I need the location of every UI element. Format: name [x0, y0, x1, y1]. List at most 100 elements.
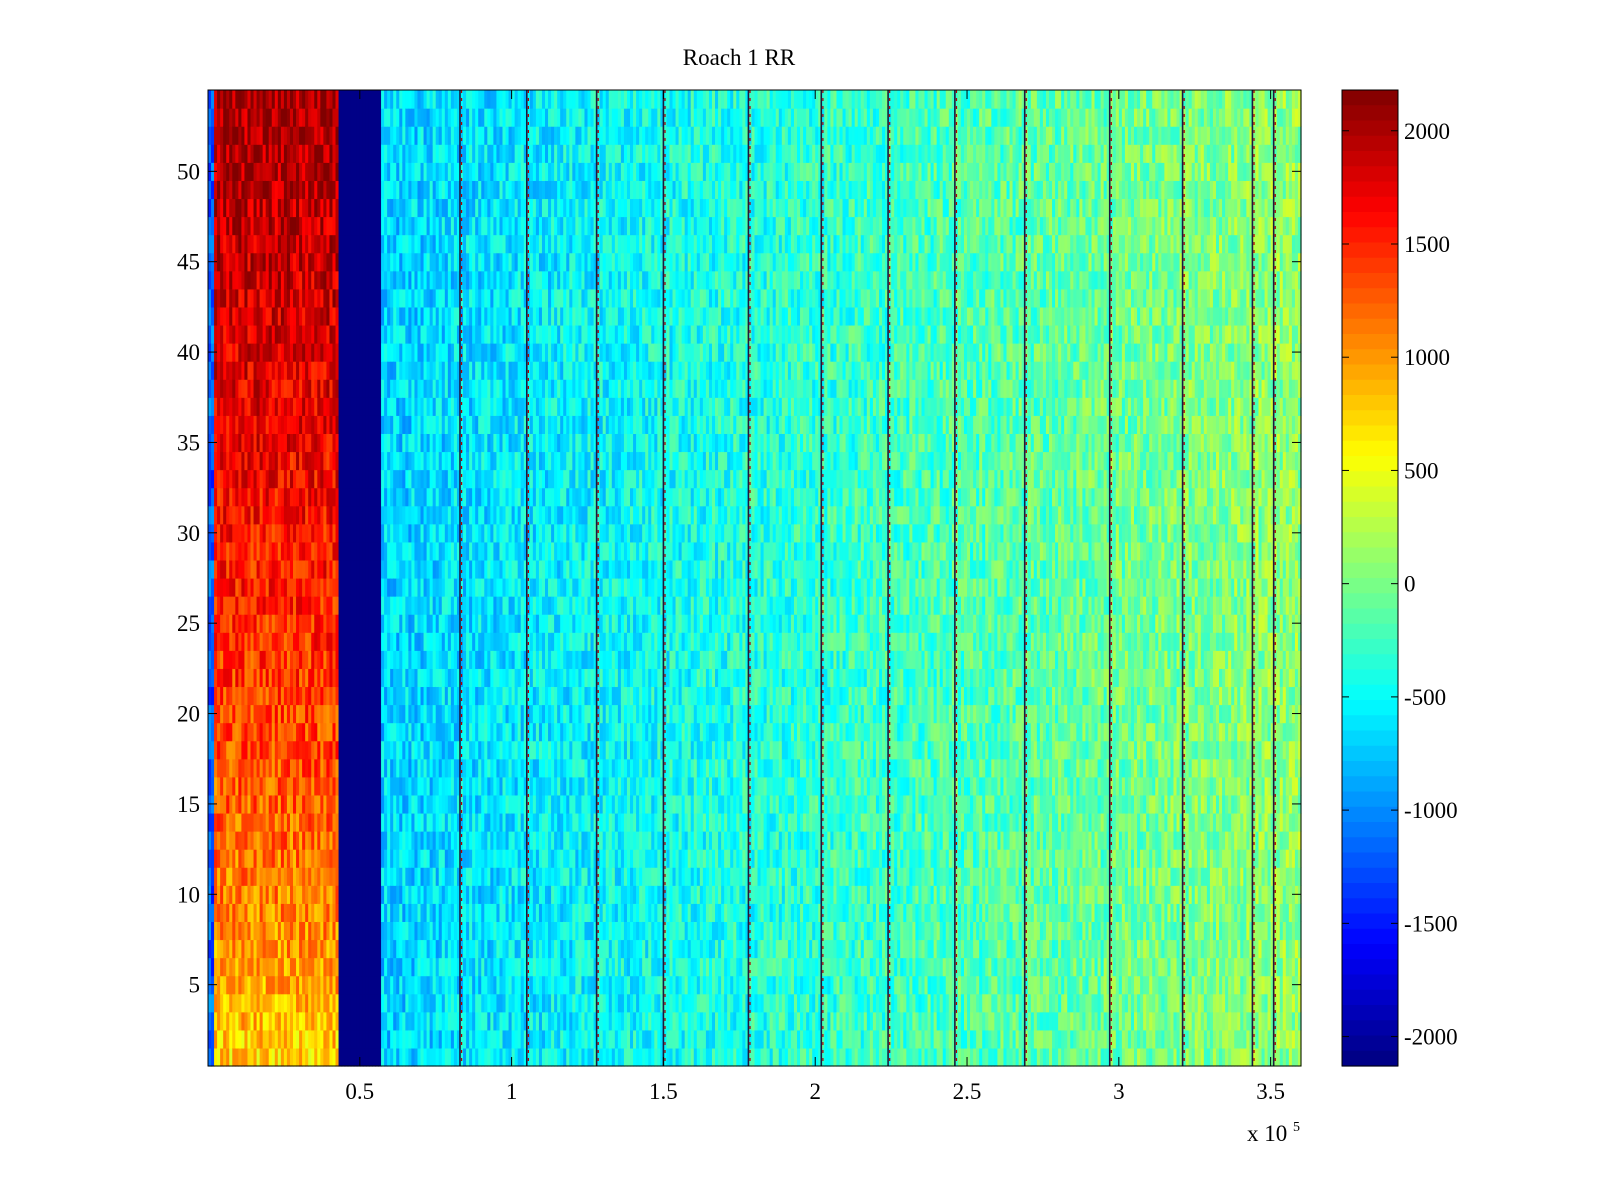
heatmap-cell: [220, 162, 224, 181]
heatmap-cell: [286, 108, 291, 127]
heatmap-cell: [220, 921, 224, 941]
heatmap-cell: [344, 794, 349, 814]
heatmap-cell: [441, 957, 446, 977]
heatmap-cell: [335, 361, 340, 380]
heatmap-cell: [374, 288, 379, 308]
heatmap-cell: [293, 885, 297, 904]
heatmap-cell: [323, 1029, 328, 1049]
heatmap-cell: [438, 831, 443, 850]
heatmap-cell: [390, 758, 394, 778]
heatmap-cell: [280, 812, 285, 832]
heatmap-cell: [208, 198, 212, 218]
heatmap-cell: [311, 831, 315, 850]
heatmap-cell: [265, 252, 270, 272]
heatmap-cell: [378, 849, 382, 868]
heatmap-cell: [277, 596, 282, 615]
heatmap-cell: [350, 650, 355, 669]
heatmap-cell: [250, 90, 255, 109]
heatmap-cell: [268, 108, 273, 127]
heatmap-cell: [423, 343, 428, 362]
heatmap-cell: [362, 343, 367, 362]
heatmap-cell: [329, 162, 334, 181]
heatmap-cell: [396, 650, 400, 669]
heatmap-cell: [362, 740, 367, 760]
heatmap-cell: [463, 505, 467, 525]
heatmap-cell: [429, 397, 434, 416]
heatmap-cell: [253, 433, 258, 453]
heatmap-cell: [390, 487, 394, 507]
heatmap-cell: [435, 975, 440, 995]
heatmap-cell: [432, 794, 437, 814]
heatmap-cell: [350, 939, 355, 959]
heatmap-cell: [244, 469, 249, 489]
heatmap-cell: [262, 867, 267, 886]
heatmap-cell: [311, 198, 315, 218]
heatmap-cell: [211, 632, 215, 651]
heatmap-cell: [463, 343, 467, 362]
heatmap-cell: [220, 704, 224, 724]
heatmap-cell: [326, 1047, 331, 1067]
heatmap-cell: [338, 939, 343, 959]
heatmap-cell: [456, 343, 461, 362]
heatmap-cell: [226, 252, 230, 272]
heatmap-cell: [387, 505, 391, 525]
heatmap-cell: [396, 162, 400, 181]
heatmap-cell: [417, 578, 422, 597]
heatmap-cell: [405, 596, 409, 615]
heatmap-cell: [229, 831, 233, 850]
heatmap-cell: [368, 885, 373, 904]
heatmap-cell: [435, 523, 440, 543]
heatmap-cell: [341, 433, 346, 453]
heatmap-cell: [229, 740, 233, 760]
heatmap-cell: [438, 108, 443, 127]
heatmap-cell: [332, 668, 337, 688]
heatmap-cell: [232, 505, 236, 525]
heatmap-cell: [338, 794, 343, 814]
heatmap-cell: [229, 957, 233, 977]
heatmap-cell: [414, 632, 419, 651]
heatmap-cell: [268, 1011, 273, 1031]
heatmap-cell: [420, 270, 425, 290]
heatmap-cell: [356, 758, 361, 778]
heatmap-cell: [387, 993, 391, 1013]
heatmap-cell: [329, 885, 334, 904]
heatmap-cell: [402, 306, 406, 326]
heatmap-cell: [314, 361, 318, 380]
heatmap-cell: [296, 234, 300, 254]
heatmap-cell: [280, 108, 285, 127]
heatmap-cell: [381, 126, 385, 145]
heatmap-cell: [429, 379, 434, 398]
heatmap-cell: [353, 668, 358, 688]
heatmap-cell: [293, 849, 297, 868]
heatmap-cell: [326, 469, 331, 489]
heatmap-cell: [323, 559, 328, 579]
heatmap-cell: [311, 433, 315, 453]
heatmap-cell: [259, 1029, 264, 1049]
heatmap-cell: [244, 288, 249, 308]
heatmap-cell: [414, 1047, 419, 1067]
heatmap-cell: [232, 144, 236, 163]
heatmap-cell: [286, 270, 291, 290]
heatmap-cell: [359, 469, 364, 489]
heatmap-cell: [229, 469, 233, 489]
heatmap-cell: [308, 758, 312, 778]
heatmap-cell: [211, 180, 215, 200]
heatmap-cell: [268, 957, 273, 977]
heatmap-cell: [311, 469, 315, 489]
heatmap-cell: [253, 343, 258, 362]
heatmap-cell: [314, 216, 318, 236]
heatmap-cell: [387, 433, 391, 453]
heatmap-cell: [362, 668, 367, 688]
heatmap-cell: [381, 270, 385, 290]
heatmap-cell: [444, 939, 449, 959]
heatmap-cell: [447, 433, 452, 453]
heatmap-cell: [214, 686, 218, 706]
heatmap-cell: [350, 379, 355, 398]
heatmap-cell: [432, 831, 437, 850]
heatmap-cell: [302, 632, 306, 651]
heatmap-cell: [429, 939, 434, 959]
heatmap-cell: [277, 957, 282, 977]
heatmap-cell: [405, 379, 409, 398]
heatmap-cell: [229, 614, 233, 633]
heatmap-cell: [362, 885, 367, 904]
